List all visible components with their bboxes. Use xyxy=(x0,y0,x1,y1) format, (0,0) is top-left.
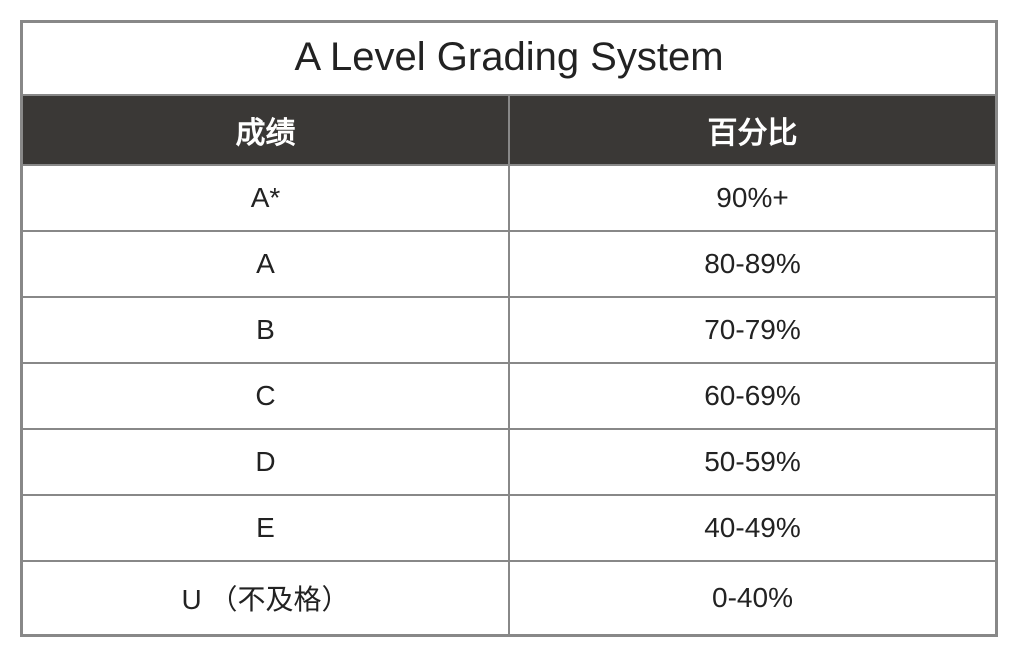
percentage-cell: 0-40% xyxy=(509,561,997,636)
table-header-row: 成绩 百分比 xyxy=(22,95,997,165)
percentage-cell: 60-69% xyxy=(509,363,997,429)
table-row: B 70-79% xyxy=(22,297,997,363)
table-row: C 60-69% xyxy=(22,363,997,429)
percentage-cell: 50-59% xyxy=(509,429,997,495)
grade-cell: A xyxy=(22,231,510,297)
grade-cell: D xyxy=(22,429,510,495)
grade-cell: E xyxy=(22,495,510,561)
grading-table: A Level Grading System 成绩 百分比 A* 90%+ A … xyxy=(20,20,998,637)
table-row: A* 90%+ xyxy=(22,165,997,231)
grade-cell: C xyxy=(22,363,510,429)
grade-cell: U （不及格） xyxy=(22,561,510,636)
table-row: A 80-89% xyxy=(22,231,997,297)
grading-table-container: A Level Grading System 成绩 百分比 A* 90%+ A … xyxy=(20,20,998,637)
percentage-cell: 70-79% xyxy=(509,297,997,363)
grade-cell: B xyxy=(22,297,510,363)
table-row: D 50-59% xyxy=(22,429,997,495)
table-title: A Level Grading System xyxy=(22,22,997,96)
column-header-percentage: 百分比 xyxy=(509,95,997,165)
percentage-cell: 80-89% xyxy=(509,231,997,297)
table-row: U （不及格） 0-40% xyxy=(22,561,997,636)
grade-cell: A* xyxy=(22,165,510,231)
table-title-row: A Level Grading System xyxy=(22,22,997,96)
column-header-grade: 成绩 xyxy=(22,95,510,165)
percentage-cell: 40-49% xyxy=(509,495,997,561)
percentage-cell: 90%+ xyxy=(509,165,997,231)
table-row: E 40-49% xyxy=(22,495,997,561)
